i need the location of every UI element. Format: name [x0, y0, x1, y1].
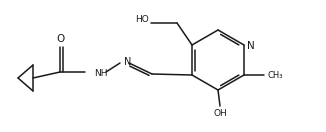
Text: HO: HO — [135, 15, 149, 25]
Text: O: O — [57, 34, 65, 44]
Text: OH: OH — [213, 109, 227, 117]
Text: NH: NH — [94, 70, 108, 79]
Text: N: N — [124, 57, 131, 67]
Text: CH₃: CH₃ — [267, 70, 283, 79]
Text: N: N — [247, 41, 255, 51]
